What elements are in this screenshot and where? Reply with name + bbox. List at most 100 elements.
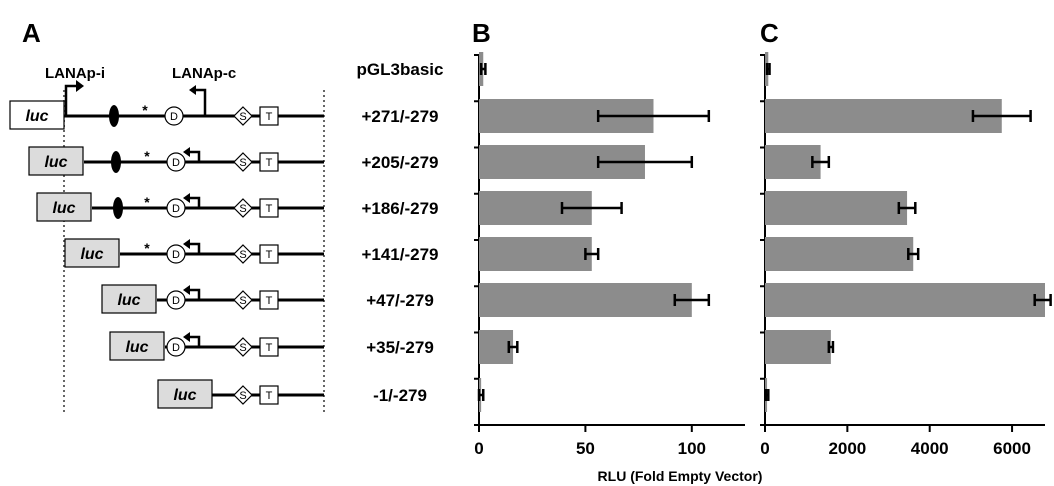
construct-label-5: +47/-279 [366, 291, 434, 310]
d-element-label: D [172, 342, 180, 354]
construct-row-6: luc D S T [109, 331, 324, 361]
asterisk-marker: * [144, 240, 150, 256]
b-x-tick-label: 0 [474, 439, 483, 458]
t-element-box [259, 152, 279, 172]
t-element-box [259, 244, 279, 264]
t-element-label: T [266, 390, 273, 402]
c-x-tick-label: 4000 [911, 439, 949, 458]
luc-box [157, 379, 213, 409]
tss-arrowhead-intermediate [76, 80, 84, 92]
tss-arrow-constitutive [193, 88, 207, 116]
c-bar-1 [765, 99, 1002, 133]
luc-box [64, 238, 120, 268]
construct-label-3: +186/-279 [361, 199, 438, 218]
d-element-circle [166, 152, 186, 172]
tss-arrowhead-constitutive [183, 332, 190, 342]
c-bar-5 [765, 283, 1045, 317]
construct-row-4: luc * D S T [64, 238, 324, 268]
t-element-box [259, 106, 279, 126]
s-element-label: S [239, 157, 246, 169]
t-element-box [259, 385, 279, 405]
construct-row-1: luc * D S T [9, 80, 324, 130]
construct-labels: pGL3basic +271/-279 +205/-279 +186/-279 +141… [357, 60, 444, 405]
c-bar-6 [765, 330, 831, 364]
t-element-label: T [266, 249, 273, 261]
c-x-tick-label: 6000 [993, 439, 1031, 458]
s-element-diamond [233, 337, 253, 357]
tss-arrowhead-constitutive [183, 193, 190, 203]
d-element-label: D [172, 249, 180, 261]
asterisk-marker: * [144, 148, 150, 164]
t-element-label: T [266, 157, 273, 169]
s-element-label: S [239, 390, 246, 402]
binding-site-oval [113, 197, 123, 219]
s-element-diamond [233, 244, 253, 264]
luc-label: luc [173, 387, 196, 404]
t-element-box [259, 198, 279, 218]
c-x-tick-label: 0 [760, 439, 769, 458]
tss-arrow-constitutive [187, 196, 201, 208]
s-element-diamond [233, 290, 253, 310]
s-element-diamond [233, 106, 253, 126]
construct-row-3: luc * D S T [36, 192, 324, 222]
construct-label-2: +205/-279 [361, 153, 438, 172]
panel-letter-b: B [472, 18, 491, 48]
b-bar-6 [479, 330, 514, 364]
luc-label: luc [117, 292, 140, 309]
luc-label: luc [44, 154, 67, 171]
s-element-label: S [239, 295, 246, 307]
b-x-tick-label: 50 [576, 439, 595, 458]
c-bar-3 [765, 191, 908, 225]
tss-arrow-intermediate [64, 84, 78, 116]
tss-arrow-constitutive [187, 335, 201, 347]
chart-c: 0 2000 4000 6000 [760, 52, 1052, 458]
c-bar-4 [765, 237, 914, 271]
binding-site-oval [111, 151, 121, 173]
panel-letter-c: C [760, 18, 779, 48]
luc-box [101, 284, 157, 314]
s-element-diamond [233, 152, 253, 172]
t-element-box [259, 337, 279, 357]
d-element-circle [166, 198, 186, 218]
d-element-label: D [172, 157, 180, 169]
s-element-label: S [239, 203, 246, 215]
d-element-circle [164, 106, 184, 126]
d-element-label: D [172, 203, 180, 215]
s-element-label: S [239, 249, 246, 261]
d-element-circle [166, 290, 186, 310]
c-x-tick-label: 2000 [828, 439, 866, 458]
tss-arrowhead-constitutive [183, 147, 190, 157]
tss-arrow-constitutive [187, 150, 201, 162]
b-x-tick-label: 100 [678, 439, 706, 458]
t-element-label: T [266, 295, 273, 307]
luc-label: luc [52, 200, 75, 217]
s-element-diamond [233, 198, 253, 218]
t-element-label: T [266, 203, 273, 215]
promoter-label-intermediate: LANAp-i [45, 65, 105, 82]
construct-label-7: -1/-279 [373, 386, 427, 405]
construct-label-0: pGL3basic [357, 60, 444, 79]
luc-box [109, 331, 165, 361]
d-element-label: D [170, 111, 178, 123]
asterisk-marker: * [142, 102, 148, 118]
tss-arrowhead-constitutive [183, 239, 190, 249]
construct-row-5: luc D S T [101, 284, 324, 314]
tss-arrow-constitutive [187, 242, 201, 254]
panel-letter-a: A [22, 18, 41, 48]
construct-row-2: luc * D S T [28, 146, 324, 176]
construct-row-7: luc S T [157, 379, 324, 409]
luc-box [36, 192, 92, 222]
promoter-label-constitutive: LANAp-c [172, 65, 236, 82]
s-element-label: S [239, 111, 246, 123]
asterisk-marker: * [144, 194, 150, 210]
d-element-label: D [172, 295, 180, 307]
construct-label-6: +35/-279 [366, 338, 434, 357]
luc-label: luc [25, 108, 48, 125]
tss-arrowhead-constitutive [183, 285, 190, 295]
binding-site-oval [109, 105, 119, 127]
tss-arrow-constitutive [187, 288, 201, 300]
construct-label-1: +271/-279 [361, 107, 438, 126]
s-element-label: S [239, 342, 246, 354]
